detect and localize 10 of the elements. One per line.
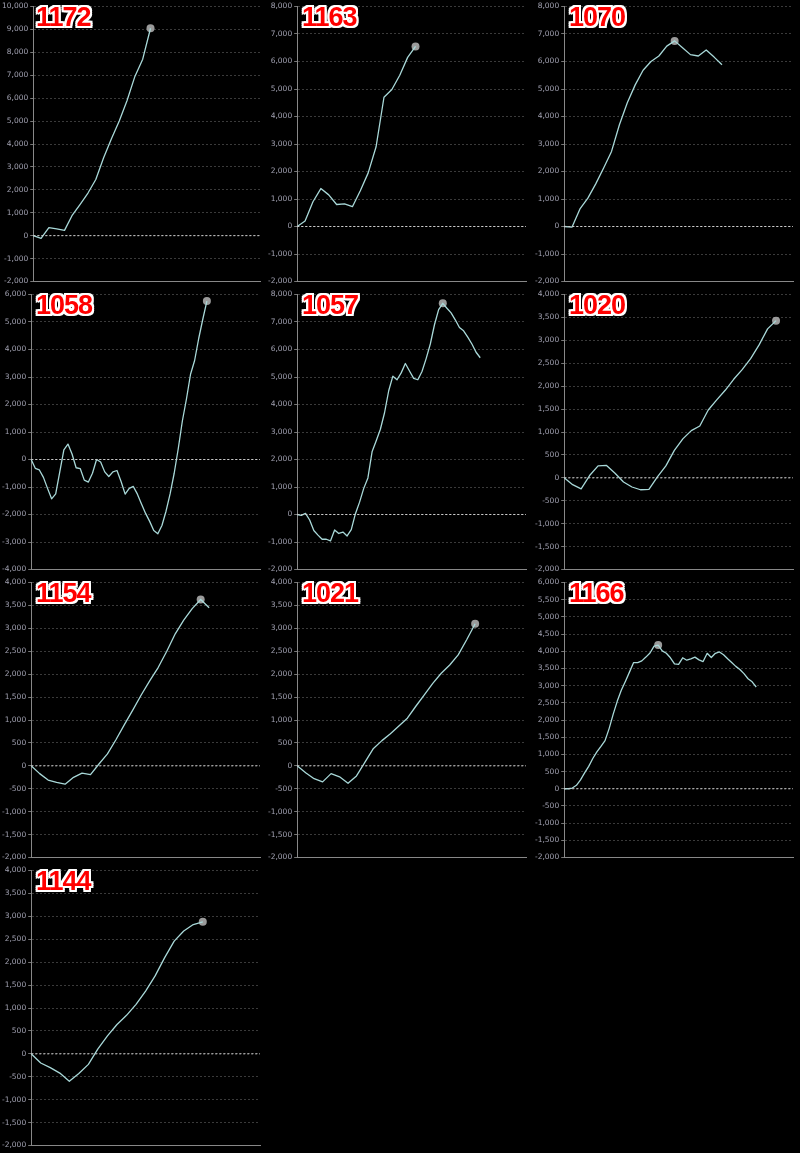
chart-title: 1058	[36, 290, 93, 321]
chart-title: 1163	[302, 2, 357, 33]
chart-title: 1154	[36, 578, 91, 609]
chart-title: 1144	[36, 866, 91, 897]
chart-title: 1070	[569, 2, 626, 33]
chart-title: 1020	[569, 290, 626, 321]
chart-title: 1172	[36, 2, 91, 33]
chart-title: 1166	[569, 578, 624, 609]
chart-title: 1057	[302, 290, 359, 321]
chart-title: 1021	[302, 578, 359, 609]
